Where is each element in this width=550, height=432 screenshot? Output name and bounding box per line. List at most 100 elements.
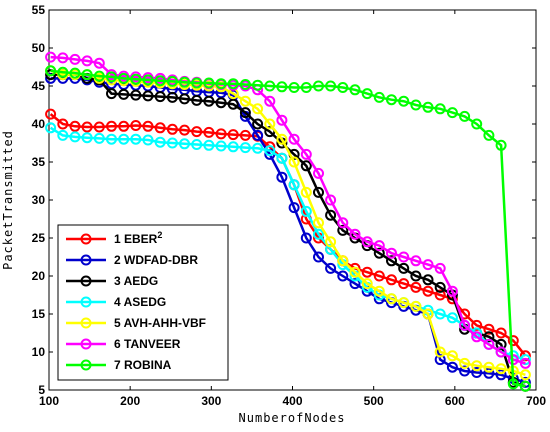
data-point — [264, 95, 276, 107]
data-point — [264, 80, 276, 92]
data-point — [227, 78, 239, 90]
legend-swatch-marker — [80, 317, 92, 329]
x-tick-label: 600 — [445, 394, 465, 408]
data-point — [252, 142, 264, 154]
data-point — [361, 278, 373, 290]
data-point — [337, 217, 349, 229]
data-point — [191, 77, 203, 89]
data-point — [422, 259, 434, 271]
data-point — [57, 129, 69, 141]
data-point — [166, 123, 178, 135]
legend-entry: 4 ASEDG — [66, 295, 166, 309]
data-point — [325, 80, 337, 92]
series-line — [50, 77, 526, 384]
data-point — [434, 346, 446, 358]
data-point — [239, 95, 251, 107]
legend: 1 EBER2 2 WDFAD-DBR 3 AEDG 4 ASEDG 5 AVH-AHH… — [57, 224, 229, 381]
x-tick-label: 400 — [282, 394, 302, 408]
data-point — [459, 110, 471, 122]
data-point — [179, 138, 190, 150]
data-point — [337, 82, 349, 93]
data-point — [106, 88, 117, 100]
data-point — [313, 217, 324, 229]
data-point — [300, 160, 312, 172]
series-line — [50, 69, 526, 376]
data-point — [410, 99, 422, 111]
y-tick-label: 15 — [32, 307, 46, 321]
data-point — [300, 186, 312, 198]
data-point — [130, 133, 142, 145]
data-point — [386, 94, 397, 106]
legend-label: 7 ROBINA — [114, 358, 172, 372]
data-point — [519, 354, 531, 366]
data-point — [507, 335, 519, 347]
data-point — [373, 285, 385, 297]
y-tick-label: 25 — [32, 231, 46, 245]
y-tick-label: 35 — [32, 155, 46, 169]
data-point — [495, 363, 507, 375]
data-point — [313, 80, 324, 92]
data-point — [57, 66, 69, 78]
data-point — [191, 94, 203, 106]
data-point — [386, 274, 397, 286]
data-point — [398, 278, 410, 290]
data-point — [142, 120, 154, 132]
x-axis-label: NumberofNodes — [239, 411, 346, 425]
data-point — [337, 270, 349, 282]
data-point — [179, 76, 190, 88]
data-point — [276, 152, 288, 164]
data-point — [361, 88, 373, 100]
data-point — [154, 122, 166, 134]
data-point — [446, 312, 458, 324]
data-point — [471, 331, 483, 343]
data-point — [398, 251, 410, 263]
data-point — [325, 236, 337, 248]
data-point — [471, 319, 483, 331]
data-point — [166, 137, 178, 149]
data-point — [166, 91, 178, 103]
data-point — [81, 69, 93, 81]
data-point — [81, 55, 93, 67]
data-point — [325, 194, 337, 206]
data-point — [227, 141, 239, 153]
data-point — [313, 228, 324, 240]
legend-entry: 3 AEDG — [66, 274, 158, 288]
data-point — [252, 129, 264, 141]
legend-entry: 1 EBER2 — [66, 230, 162, 246]
data-point — [434, 281, 446, 293]
data-point — [142, 74, 154, 86]
data-point — [300, 148, 312, 160]
data-point — [215, 140, 227, 152]
y-tick-label: 40 — [32, 117, 46, 131]
data-point — [349, 278, 361, 290]
data-point — [252, 79, 264, 91]
data-point — [446, 350, 458, 362]
data-point — [361, 266, 373, 278]
data-point — [434, 289, 446, 301]
data-point — [154, 75, 166, 87]
series-2 — [45, 72, 531, 388]
x-tick-label: 300 — [201, 394, 221, 408]
data-point — [337, 224, 349, 236]
series-layer — [45, 51, 531, 392]
legend-entry: 5 AVH-AHH-VBF — [66, 316, 206, 330]
data-point — [422, 274, 434, 286]
legend-swatch-marker — [80, 254, 92, 266]
data-point — [519, 350, 531, 362]
legend-label: 6 TANVEER — [114, 337, 181, 351]
data-point — [325, 209, 337, 221]
y-tick-label: 45 — [32, 79, 46, 93]
data-point — [252, 118, 264, 130]
data-point — [154, 136, 166, 148]
data-point — [459, 365, 471, 377]
data-point — [410, 300, 422, 312]
data-point — [313, 167, 324, 179]
data-point — [276, 114, 288, 126]
data-point — [288, 156, 300, 168]
data-point — [300, 82, 312, 93]
data-point — [519, 357, 531, 369]
data-point — [69, 53, 81, 65]
data-point — [288, 202, 300, 214]
data-point — [398, 95, 410, 107]
legend-swatch-marker — [80, 338, 92, 350]
